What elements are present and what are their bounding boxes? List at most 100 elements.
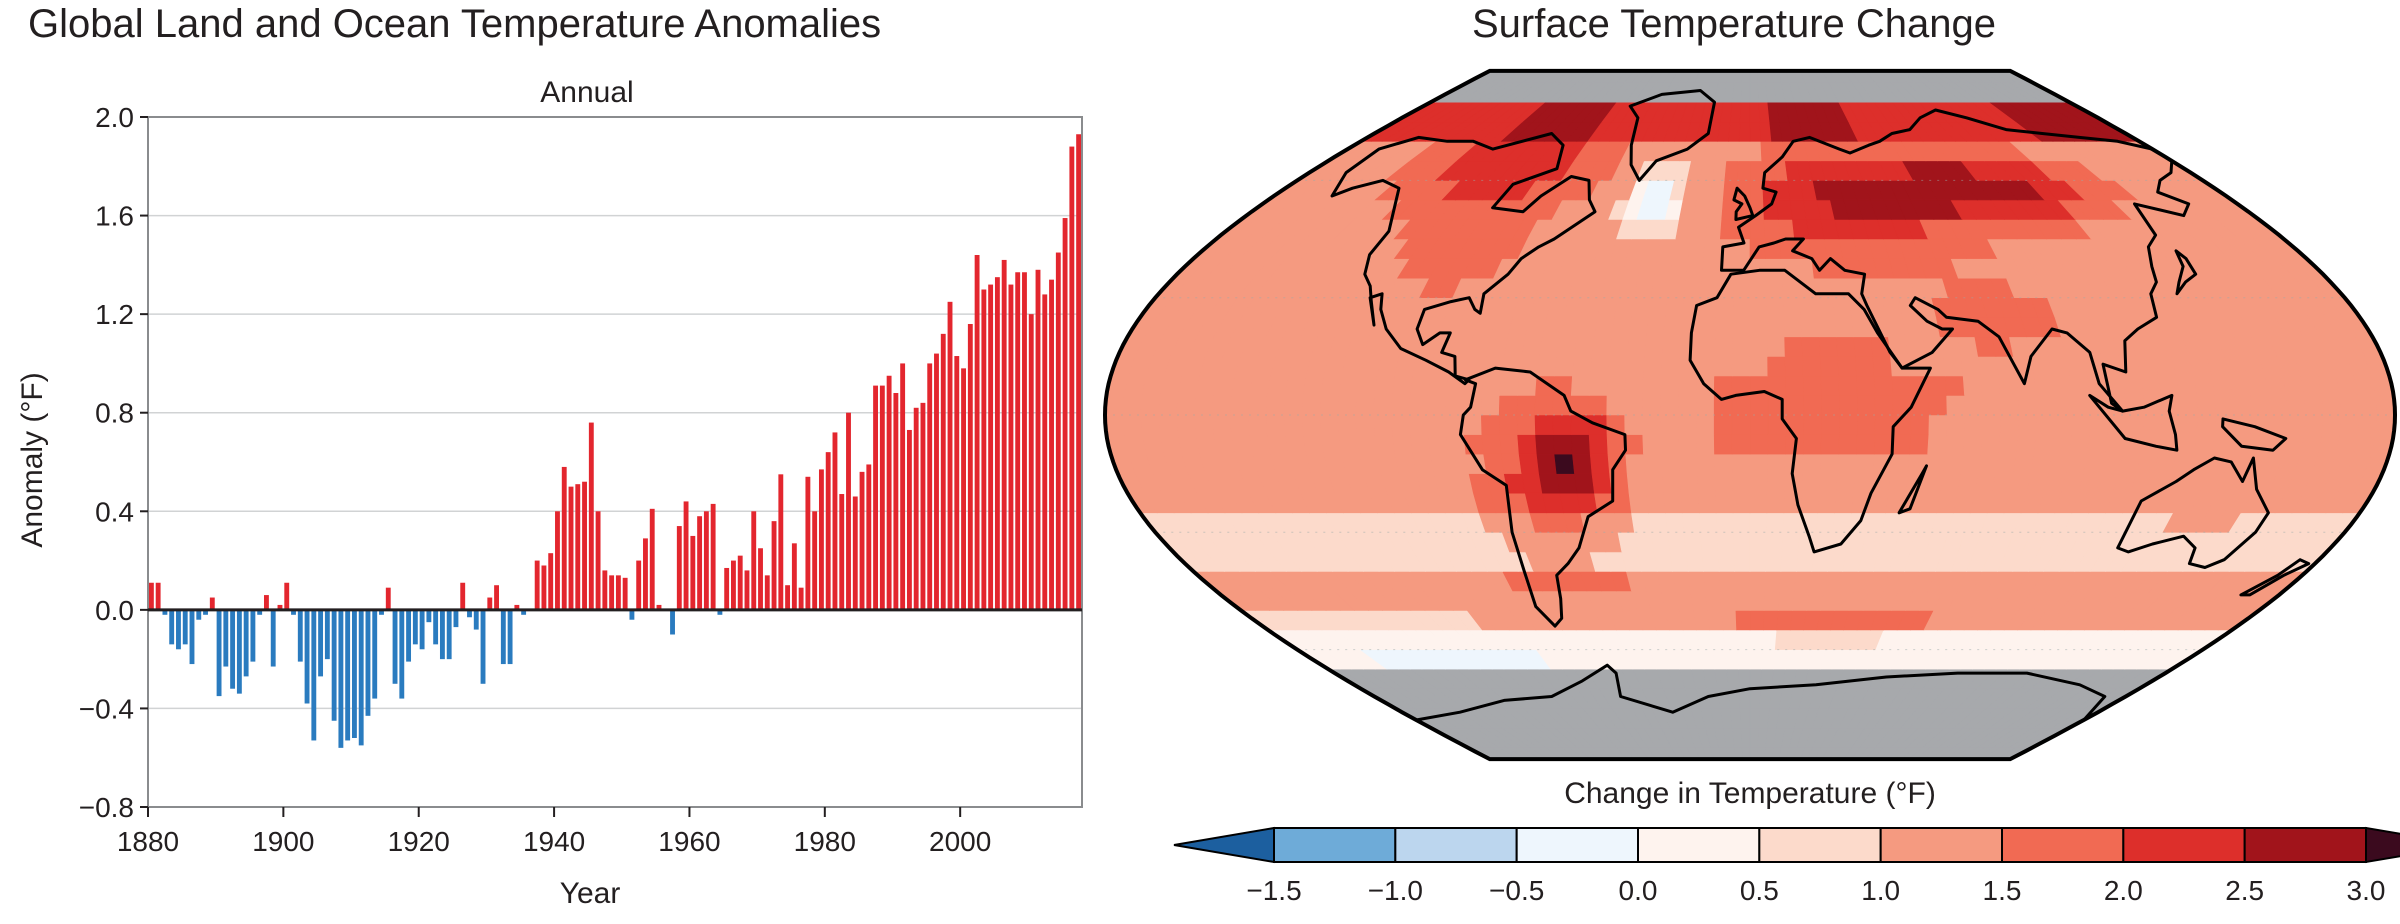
bar-1902 <box>297 609 303 662</box>
map-cell <box>1212 414 1232 435</box>
map-cell <box>1624 414 1644 435</box>
bars <box>148 134 1082 748</box>
bar-1954 <box>649 508 655 610</box>
bar-1958 <box>676 526 682 610</box>
bar-1899 <box>277 604 283 610</box>
map-cell <box>1776 199 1793 220</box>
map-cell <box>2175 434 2198 455</box>
bar-1944 <box>582 481 587 610</box>
map-cell <box>1731 82 1743 103</box>
bar-1985 <box>859 471 865 610</box>
map-cell <box>1749 453 1769 474</box>
map-cell <box>1695 414 1715 435</box>
bar-1896 <box>257 609 263 615</box>
map-cell <box>1212 395 1232 416</box>
map-cell <box>1922 473 1944 494</box>
map-cell <box>2053 414 2073 435</box>
map-cell <box>1660 453 1681 474</box>
map-cell <box>1749 532 1767 553</box>
colorbar-swatch <box>2001 827 2125 863</box>
map-cell <box>1739 101 1751 123</box>
bar-1885 <box>182 609 188 645</box>
x-tick-label: 2000 <box>929 826 991 857</box>
map-cell <box>1763 219 1781 240</box>
map-cell <box>1749 688 1762 709</box>
colorbar: Change in Temperature (°F) −1.5 −1.0 −0.5 0… <box>1173 777 2400 906</box>
map-cell <box>2125 395 2145 416</box>
bar-1906 <box>324 609 330 660</box>
map-cell <box>1213 375 1236 396</box>
bar-1972 <box>771 521 777 610</box>
colorbar-tick-label: 2.5 <box>2225 875 2264 906</box>
map-cell <box>1576 492 1598 514</box>
map-cell <box>1733 258 1751 279</box>
bar-1973 <box>778 474 784 610</box>
map-cell <box>1140 414 1161 435</box>
colorbar-swatch <box>1273 827 1397 863</box>
map-cell <box>1715 317 1734 338</box>
left-chart-title: Global Land and Ocean Temperature Anomal… <box>28 2 882 46</box>
map-cell <box>1648 297 1668 318</box>
map-cell <box>1554 356 1575 377</box>
map-cell <box>1696 453 1716 474</box>
map-cell <box>1910 414 1930 435</box>
bar-2002 <box>974 255 980 610</box>
bar-1931 <box>494 585 499 610</box>
bar-1886 <box>189 609 195 665</box>
map-cell <box>1945 375 1965 396</box>
map-cell <box>1642 434 1662 455</box>
bar-1898 <box>270 609 276 667</box>
map-cell <box>2193 434 2216 455</box>
map-cell <box>1284 434 1307 455</box>
map-cell <box>1925 453 1946 474</box>
bar-1964 <box>717 609 723 615</box>
bar-1939 <box>548 553 554 610</box>
plot-frame <box>147 116 1083 808</box>
map-cell <box>1832 512 1852 533</box>
map-cell <box>1977 453 1999 474</box>
map-cell <box>2357 414 2378 435</box>
map-cell <box>1726 668 1740 689</box>
map-cell <box>1588 375 1609 396</box>
map-cell <box>1729 708 1742 729</box>
map-cell <box>1766 336 1786 357</box>
map-cell <box>1982 414 2002 435</box>
globe-outline <box>1102 68 2398 762</box>
map-cell <box>1409 395 1429 416</box>
map-cell <box>1718 571 1736 592</box>
map-cell <box>1887 473 1909 494</box>
map-cell <box>1999 414 2020 435</box>
map-cell <box>1677 395 1697 416</box>
map-cell <box>2071 395 2091 416</box>
map-cell <box>1818 336 1839 357</box>
map-cell <box>1856 434 1876 455</box>
bar-1952 <box>636 560 642 610</box>
map-cell <box>1874 414 1894 435</box>
coastline-north-america <box>1330 132 1597 386</box>
bar-1998 <box>947 301 953 610</box>
map-cell <box>1766 512 1785 533</box>
map-cell <box>1784 356 1804 377</box>
map-cell <box>1982 395 2002 416</box>
map-cell <box>1811 551 1831 572</box>
bar-1949 <box>615 575 621 610</box>
bar-1967 <box>737 555 743 610</box>
map-cell <box>1964 395 1984 416</box>
map-cell <box>1749 668 1763 689</box>
map-cell <box>1538 336 1561 357</box>
map-cell <box>2051 434 2073 455</box>
bar-2016 <box>1069 146 1075 610</box>
map-cell <box>1609 336 1630 357</box>
map-cell <box>1945 434 1965 455</box>
map-cell <box>1735 610 1751 631</box>
map-cell <box>1645 492 1666 514</box>
map-cell <box>1729 101 1742 123</box>
map-cell <box>1732 473 1751 494</box>
map-cell <box>1960 453 1982 474</box>
map-cell <box>2033 434 2055 455</box>
map-cell <box>1749 336 1768 357</box>
bar-1950 <box>622 577 628 610</box>
bar-1893 <box>236 609 242 694</box>
map-cell <box>1834 317 1855 338</box>
map-cell <box>1481 375 1502 396</box>
